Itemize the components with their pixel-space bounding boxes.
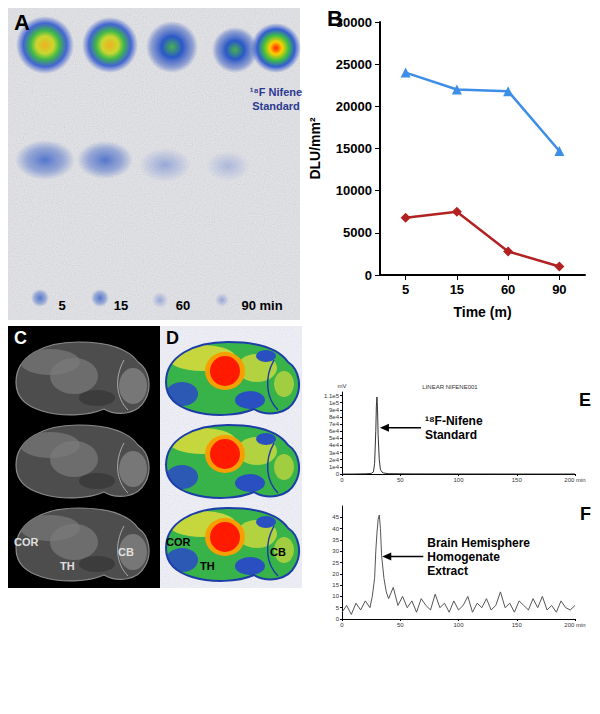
svg-text:90: 90: [552, 282, 566, 297]
svg-text:25: 25: [332, 560, 339, 566]
svg-text:COR: COR: [14, 536, 39, 548]
svg-text:A: A: [14, 10, 30, 35]
svg-text:5: 5: [336, 605, 340, 611]
svg-text:15000: 15000: [336, 141, 372, 156]
svg-text:2e4: 2e4: [329, 457, 340, 463]
svg-text:5: 5: [58, 298, 65, 313]
svg-text:0: 0: [340, 477, 344, 483]
svg-text:150: 150: [512, 622, 523, 628]
svg-text:40: 40: [332, 526, 339, 532]
svg-text:C: C: [14, 328, 27, 348]
svg-text:35: 35: [332, 537, 339, 543]
svg-text:7e4: 7e4: [329, 421, 340, 427]
svg-text:200 min: 200 min: [564, 622, 585, 628]
svg-text:6e4: 6e4: [329, 428, 340, 434]
svg-text:200 min: 200 min: [564, 477, 585, 483]
svg-text:CB: CB: [270, 546, 286, 558]
svg-text:¹⁸F-Nifene: ¹⁸F-Nifene: [425, 414, 483, 428]
svg-text:100: 100: [453, 622, 464, 628]
svg-text:Brain Hemisphere: Brain Hemisphere: [427, 536, 530, 550]
svg-text:25000: 25000: [336, 57, 372, 72]
svg-text:Homogenate: Homogenate: [427, 550, 500, 564]
svg-text:D: D: [166, 328, 179, 348]
svg-text:20000: 20000: [336, 99, 372, 114]
svg-text:20: 20: [332, 571, 339, 577]
svg-text:50: 50: [397, 622, 404, 628]
svg-text:1.1e5: 1.1e5: [324, 393, 340, 399]
svg-text:0: 0: [340, 622, 344, 628]
svg-text:5000: 5000: [343, 225, 372, 240]
svg-text:15: 15: [114, 298, 128, 313]
svg-text:E: E: [579, 390, 591, 410]
svg-text:30: 30: [332, 548, 339, 554]
svg-text:DLU/mm²: DLU/mm²: [307, 117, 323, 180]
svg-text:60: 60: [501, 282, 515, 297]
svg-text:150: 150: [512, 477, 523, 483]
svg-text:5e4: 5e4: [329, 435, 340, 441]
svg-text:Standard: Standard: [425, 428, 477, 442]
svg-text:1e4: 1e4: [329, 464, 340, 470]
svg-text:90 min: 90 min: [241, 298, 282, 313]
svg-text:10: 10: [332, 593, 339, 599]
svg-text:5: 5: [402, 282, 409, 297]
svg-text:0: 0: [336, 616, 340, 622]
svg-text:15: 15: [332, 582, 339, 588]
svg-text:0: 0: [365, 268, 372, 283]
svg-text:Extract: Extract: [427, 564, 468, 578]
svg-text:Standard: Standard: [252, 100, 300, 112]
svg-text:100: 100: [453, 477, 464, 483]
svg-text:60: 60: [176, 298, 190, 313]
svg-text:COR: COR: [166, 536, 191, 548]
svg-text:8e4: 8e4: [329, 414, 340, 420]
svg-text:30000: 30000: [335, 14, 372, 30]
svg-text:TH: TH: [60, 560, 75, 572]
svg-text:3e4: 3e4: [329, 450, 340, 456]
svg-text:F: F: [580, 504, 591, 524]
svg-text:¹⁸F Nifene: ¹⁸F Nifene: [250, 86, 302, 98]
svg-text:TH: TH: [200, 560, 215, 572]
svg-text:15: 15: [450, 282, 464, 297]
svg-text:4e4: 4e4: [329, 442, 340, 448]
svg-text:50: 50: [397, 477, 404, 483]
svg-text:45: 45: [332, 514, 339, 520]
svg-text:9e4: 9e4: [329, 407, 340, 413]
svg-text:0: 0: [336, 471, 340, 477]
svg-text:B: B: [327, 6, 343, 31]
svg-text:LINEAR NIFENE001: LINEAR NIFENE001: [422, 384, 478, 390]
svg-text:mV: mV: [338, 383, 347, 389]
svg-text:Time (m): Time (m): [453, 304, 511, 320]
svg-text:1e5: 1e5: [329, 400, 340, 406]
svg-text:CB: CB: [118, 546, 134, 558]
svg-text:10000: 10000: [336, 183, 372, 198]
